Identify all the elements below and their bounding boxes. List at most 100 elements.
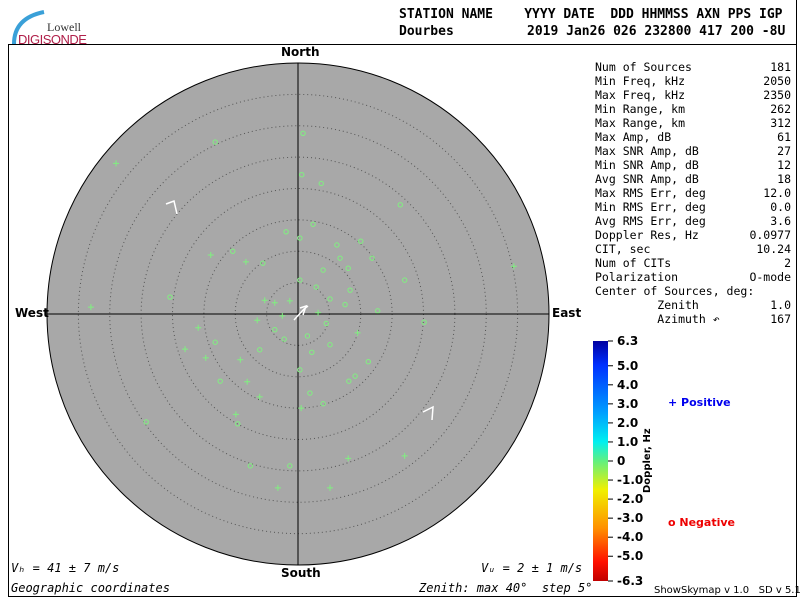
stat-value: 18 bbox=[777, 172, 791, 186]
header-station: Dourbes bbox=[399, 24, 454, 39]
source-point-positive bbox=[510, 263, 517, 270]
stat-label: Max Range, km bbox=[595, 116, 686, 130]
colorbar-tick-label: 3.0 bbox=[617, 396, 639, 411]
stat-row: Min Freq, kHz 2050 bbox=[595, 74, 791, 88]
stat-row: Avg SNR Amp, dB 18 bbox=[595, 172, 791, 186]
stat-row: CIT, sec 10.24 bbox=[595, 242, 791, 256]
stat-label: Max RMS Err, deg bbox=[595, 186, 706, 200]
stat-row: Doppler Res, Hz 0.0977 bbox=[595, 228, 791, 242]
stat-value: 167 bbox=[770, 312, 791, 326]
stat-label: CIT, sec bbox=[595, 242, 651, 256]
source-point-negative bbox=[283, 229, 289, 235]
source-point-negative bbox=[334, 242, 340, 248]
stat-label: Min SNR Amp, dB bbox=[595, 158, 699, 172]
label-west: West bbox=[15, 306, 49, 320]
colorbar-tick-label: -2.0 bbox=[617, 492, 644, 507]
stat-label: Min RMS Err, deg bbox=[595, 200, 706, 214]
source-point-positive bbox=[244, 378, 251, 385]
source-point-positive bbox=[207, 252, 214, 259]
stat-label: Max Freq, kHz bbox=[595, 88, 686, 102]
source-point-positive bbox=[298, 405, 305, 412]
source-point-positive bbox=[354, 329, 361, 336]
source-point-negative bbox=[313, 284, 319, 290]
source-point-negative bbox=[320, 401, 326, 407]
source-point-negative bbox=[297, 367, 303, 373]
source-point-negative bbox=[281, 336, 287, 342]
stat-row: Num of CITs 2 bbox=[595, 256, 791, 270]
source-point-negative bbox=[143, 419, 149, 425]
velocity-arrow-icon bbox=[165, 199, 178, 215]
colorbar-tick-label: 0 bbox=[617, 454, 626, 468]
colorbar-tick-label: -6.3 bbox=[617, 574, 644, 588]
colorbar-tick-label: 6.3 bbox=[617, 334, 639, 348]
source-point-positive bbox=[237, 356, 244, 363]
stat-row: Max SNR Amp, dB 27 bbox=[595, 144, 791, 158]
coordinate-system: Geographic coordinates bbox=[11, 581, 170, 595]
source-point-positive bbox=[401, 452, 408, 459]
frame bbox=[8, 44, 797, 597]
source-point-positive bbox=[195, 324, 202, 331]
header-labels: STATION NAME YYYY DATE DDD HHMMSS AXN PP… bbox=[399, 7, 783, 22]
source-point-positive bbox=[274, 484, 281, 491]
colorbar-tick-label: 5.0 bbox=[617, 358, 639, 373]
source-point-negative bbox=[297, 277, 303, 283]
source-point-positive bbox=[345, 455, 352, 462]
stat-label: Max Amp, dB bbox=[595, 130, 672, 144]
label-south: South bbox=[281, 566, 321, 580]
source-point-positive bbox=[279, 312, 286, 319]
source-point-negative bbox=[287, 463, 293, 469]
stat-value: 312 bbox=[770, 116, 791, 130]
stat-value: 1.0 bbox=[770, 298, 791, 312]
source-point-positive bbox=[113, 160, 120, 167]
source-point-negative bbox=[323, 320, 329, 327]
stat-row: Num of Sources 181 bbox=[595, 60, 791, 74]
source-point-positive bbox=[182, 346, 189, 353]
source-point-negative bbox=[365, 358, 371, 365]
source-point-negative bbox=[309, 349, 315, 355]
velocity-arrow-icon bbox=[422, 405, 434, 421]
source-point-positive bbox=[261, 297, 268, 304]
stat-row: Polarization O-mode bbox=[595, 270, 791, 284]
source-point-negative bbox=[297, 235, 303, 241]
colorbar bbox=[593, 340, 613, 582]
stat-label: Doppler Res, Hz bbox=[595, 228, 699, 242]
colorbar-tick-label: 4.0 bbox=[617, 377, 639, 392]
source-point-negative bbox=[307, 390, 313, 396]
source-point-negative bbox=[327, 342, 333, 348]
colorbar-tick-label: -1.0 bbox=[617, 473, 644, 488]
source-point-negative bbox=[167, 294, 173, 300]
stat-row: Azimuth ↶ 167 bbox=[595, 312, 791, 326]
source-point-negative bbox=[346, 378, 352, 384]
source-point-negative bbox=[212, 339, 218, 345]
stat-value: 0.0977 bbox=[749, 228, 791, 242]
stat-label: Center of Sources, deg: bbox=[595, 284, 755, 298]
source-point-negative bbox=[320, 267, 326, 273]
sky-disc bbox=[46, 62, 550, 566]
source-point-negative bbox=[230, 248, 236, 254]
stat-label: Min Range, km bbox=[595, 102, 686, 116]
source-point-negative bbox=[374, 308, 381, 314]
stat-row: Min Range, km 262 bbox=[595, 102, 791, 116]
stat-value: 12 bbox=[777, 158, 791, 172]
colorbar-tick-label: -5.0 bbox=[617, 549, 644, 564]
source-point-negative bbox=[352, 373, 358, 379]
stat-value: 27 bbox=[777, 144, 791, 158]
stat-row: Min SNR Amp, dB 12 bbox=[595, 158, 791, 172]
source-point-positive bbox=[315, 309, 322, 316]
horizontal-velocity: Vₕ = 41 ± 7 m/s bbox=[11, 561, 120, 575]
source-point-positive bbox=[232, 411, 239, 418]
header-values: 2019 Jan26 026 232800 417 200 -8U bbox=[527, 24, 786, 39]
logo-swoosh bbox=[12, 10, 45, 45]
stat-label: Avg SNR Amp, dB bbox=[595, 172, 699, 186]
stat-row: Max Freq, kHz 2350 bbox=[595, 88, 791, 102]
stat-row: Center of Sources, deg: bbox=[595, 284, 791, 298]
stat-value: 61 bbox=[777, 130, 791, 144]
source-point-negative bbox=[260, 260, 266, 266]
source-point-negative bbox=[401, 277, 408, 283]
legend-negative: o Negative bbox=[668, 516, 736, 529]
stat-value: 2050 bbox=[763, 74, 791, 88]
stat-label: Zenith bbox=[595, 298, 699, 312]
source-point-positive bbox=[87, 304, 94, 311]
source-point-positive bbox=[202, 354, 209, 361]
